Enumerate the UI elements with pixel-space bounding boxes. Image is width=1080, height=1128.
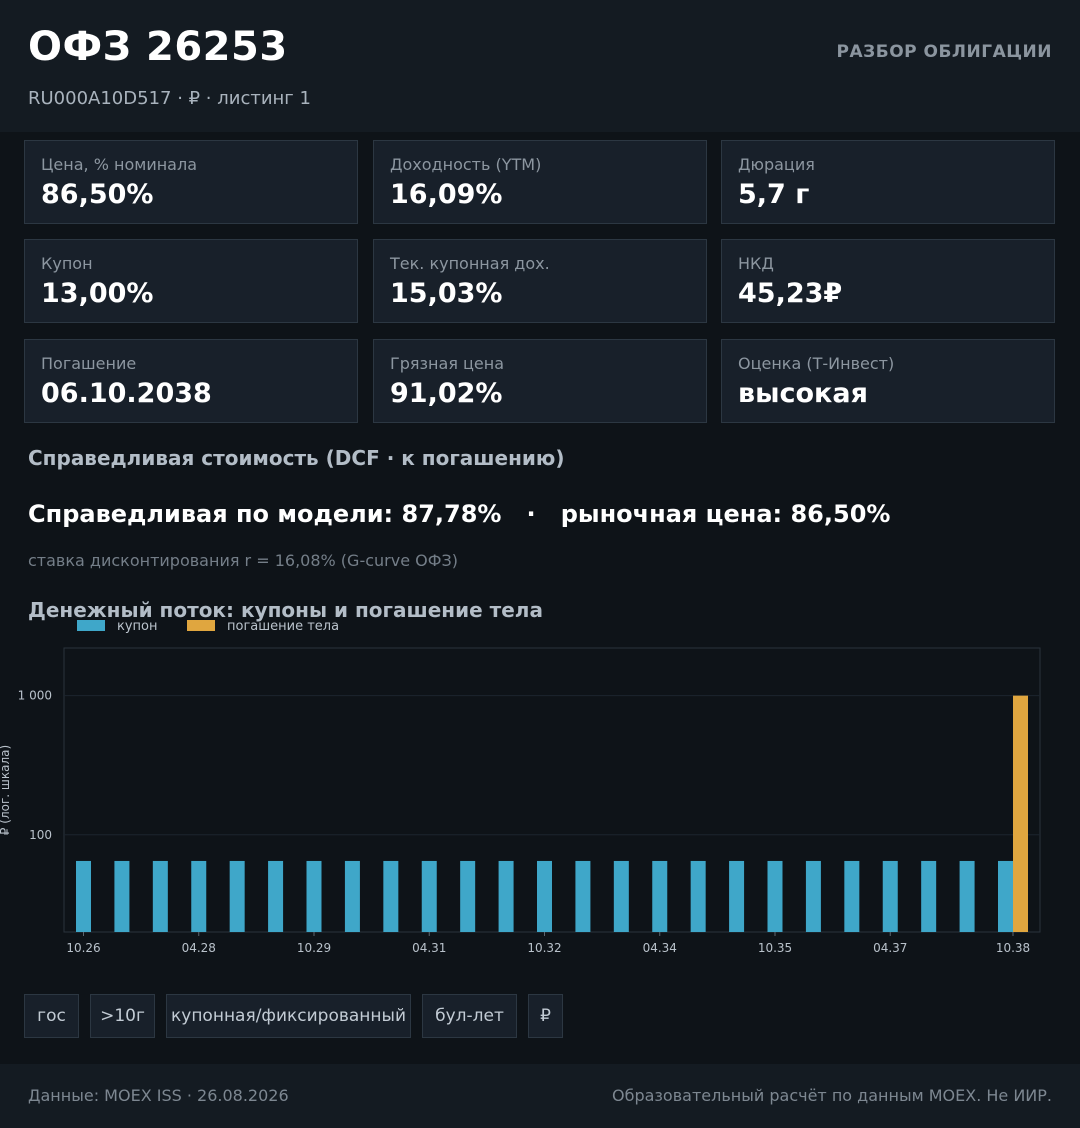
cashflow-heading: Денежный поток: купоны и погашение тела	[28, 598, 543, 622]
bar-coupon	[537, 860, 552, 932]
metric-card-rating: Оценка (Т-Инвест) высокая	[721, 339, 1055, 423]
bar-coupon	[652, 860, 668, 932]
metric-card-ytm: Доходность (YTM) 16,09%	[373, 140, 707, 224]
bond-subtitle: RU000A10D517 · ₽ · листинг 1	[28, 88, 311, 109]
metric-value: высокая	[738, 378, 868, 409]
x-tick-label: 04.37	[873, 941, 907, 955]
metric-label: Дюрация	[738, 155, 815, 174]
bar-coupon	[460, 860, 476, 932]
bar-coupon	[498, 860, 514, 932]
bar-coupon	[191, 860, 207, 932]
metric-label: Купон	[41, 254, 93, 273]
bar-coupon	[921, 860, 937, 932]
y-tick-label: 1 000	[18, 689, 52, 703]
bar-coupon	[805, 860, 821, 932]
metric-card-accrued-interest: НКД 45,23₽	[721, 239, 1055, 323]
metric-label: НКД	[738, 254, 774, 273]
chip-currency: ₽	[528, 994, 563, 1038]
chip-amortization: бул-лет	[422, 994, 517, 1038]
metric-label: Цена, % номинала	[41, 155, 198, 174]
x-tick-label: 10.32	[527, 941, 561, 955]
report-tag: РАЗБОР ОБЛИГАЦИИ	[836, 42, 1052, 62]
legend-swatch-principal	[187, 620, 215, 631]
metric-value: 91,02%	[390, 378, 503, 409]
bar-coupon	[729, 860, 745, 932]
bar-coupon	[268, 860, 284, 932]
legend-label: погашение тела	[227, 619, 340, 634]
x-tick-label: 10.26	[66, 941, 100, 955]
bar-coupon	[421, 860, 437, 932]
metric-label: Грязная цена	[390, 354, 505, 373]
metric-label: Оценка (Т-Инвест)	[738, 354, 895, 373]
bar-coupon	[114, 860, 130, 932]
x-tick-label: 04.31	[412, 941, 446, 955]
footer: Данные: MOEX ISS · 26.08.2026 Образовате…	[0, 1064, 1080, 1128]
bar-coupon	[690, 860, 706, 932]
metric-label: Погашение	[41, 354, 137, 373]
metric-label: Доходность (YTM)	[390, 155, 542, 174]
bar-coupon	[229, 860, 245, 932]
bar-coupon	[76, 860, 91, 932]
x-tick-label: 04.34	[643, 941, 677, 955]
chip-coupon-type: купонная/фиксированный	[166, 994, 411, 1038]
y-tick-label: 100	[29, 828, 52, 842]
metric-label: Тек. купонная дох.	[390, 254, 550, 273]
bar-coupon	[152, 860, 168, 932]
bar-coupon	[959, 860, 975, 932]
bar-coupon	[306, 860, 322, 932]
legend-item-principal: погашение тела	[187, 619, 339, 634]
metric-card-maturity: Погашение 06.10.2038	[24, 339, 358, 423]
disclaimer: Образовательный расчёт по данным MOEX. Н…	[612, 1086, 1052, 1105]
metric-card-price: Цена, % номинала 86,50%	[24, 140, 358, 224]
data-source: Данные: MOEX ISS · 26.08.2026	[28, 1086, 289, 1105]
x-tick-label: 10.35	[758, 941, 792, 955]
y-axis-label: ₽ (лог. шкала)	[0, 745, 12, 835]
bar-coupon	[998, 860, 1013, 932]
legend-label: купон	[117, 619, 158, 634]
metric-value: 86,50%	[41, 179, 154, 210]
cashflow-chart: 100 1 000 ₽ (лог. шкала) 10.26 04.28 10.29 04.…	[0, 647, 1041, 955]
legend-item-coupon: купон	[77, 619, 158, 634]
metric-value: 5,7 г	[738, 179, 810, 210]
bar-coupon	[882, 860, 898, 932]
metric-card-duration: Дюрация 5,7 г	[721, 140, 1055, 224]
chip-term: >10г	[90, 994, 155, 1038]
valuation-heading: Справедливая стоимость (DCF · к погашени…	[28, 446, 565, 470]
metric-value: 45,23₽	[738, 278, 843, 309]
x-tick-label: 10.29	[297, 941, 331, 955]
fair-value-line: Справедливая по модели: 87,78% · рыночна…	[28, 500, 891, 528]
bar-coupon	[575, 860, 591, 932]
discount-rate-note: ставка дисконтирования r = 16,08% (G-cur…	[28, 551, 458, 570]
bar-principal	[1013, 695, 1028, 932]
metric-card-current-yield: Тек. купонная дох. 15,03%	[373, 239, 707, 323]
metric-value: 16,09%	[390, 179, 503, 210]
metric-card-coupon: Купон 13,00%	[24, 239, 358, 323]
page-title: ОФЗ 26253	[28, 24, 288, 70]
metric-value: 13,00%	[41, 278, 154, 309]
metric-value: 15,03%	[390, 278, 503, 309]
header: ОФЗ 26253 RU000A10D517 · ₽ · листинг 1 Р…	[0, 0, 1080, 132]
x-tick-label: 10.38	[996, 941, 1030, 955]
x-tick-label: 04.28	[182, 941, 216, 955]
bar-coupon	[383, 860, 399, 932]
metric-card-dirty-price: Грязная цена 91,02%	[373, 339, 707, 423]
chip-issuer-type: гос	[24, 994, 79, 1038]
metric-value: 06.10.2038	[41, 378, 212, 409]
bar-coupon	[344, 860, 360, 932]
bar-coupon	[613, 860, 629, 932]
bar-coupon	[844, 860, 860, 932]
legend-swatch-coupon	[77, 620, 105, 631]
bar-coupon	[767, 860, 783, 932]
